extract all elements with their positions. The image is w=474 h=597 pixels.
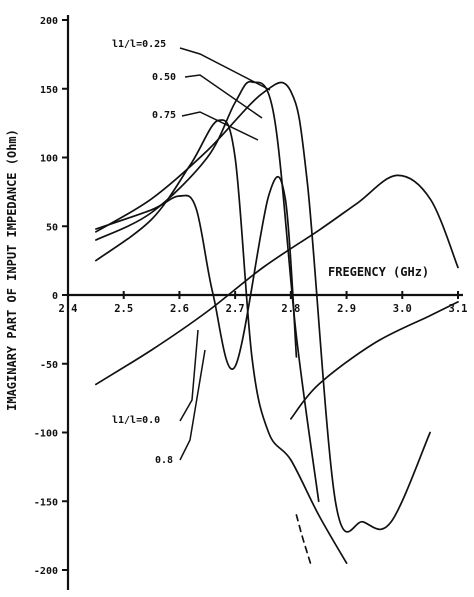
x-tick-label: 2.8: [281, 303, 300, 315]
x-tick-label: 3.1: [449, 303, 468, 315]
x-axis-label: FREGENCY (GHz): [328, 265, 429, 279]
curve-tail-dashed: [295, 514, 312, 564]
annotation-l1-0.25: l1/l=0.25: [112, 39, 166, 50]
x-tick-label: 2.9: [337, 303, 356, 315]
annotation-leaders: [179, 47, 271, 461]
annotation-0.75: 0.75: [152, 110, 176, 121]
x-tick-label: 2.7: [226, 303, 245, 315]
y-tick-label: 200: [40, 16, 58, 27]
x-tick-label: 2.5: [114, 303, 133, 315]
curve-0.75: [95, 119, 348, 564]
curve-l1-0.0: [95, 175, 298, 370]
y-tick-label: 50: [46, 222, 58, 233]
y-tick-label: -200: [34, 566, 58, 577]
curve-0.8: [95, 174, 459, 386]
annotation-0.50: 0.50: [152, 72, 176, 83]
x-tick-label: 2.6: [170, 303, 189, 315]
annotation-leader: [184, 74, 263, 119]
annotation-l1-0.0: l1/l=0.0: [112, 415, 160, 426]
y-tick-label: 100: [40, 154, 58, 165]
axes: [66, 15, 463, 590]
curves: [95, 80, 459, 564]
y-tick-label: -100: [34, 429, 58, 440]
curve-0.50: [95, 80, 320, 503]
annotation-leader: [179, 47, 271, 91]
annotation-leader: [181, 111, 259, 141]
curve-l1-0.25: [95, 81, 431, 533]
annotation-leader: [179, 329, 199, 422]
ticks: 200 150 100 50 0 -50 -100 -150 -200 2.4 2.5 2.6 2.7 2…: [34, 16, 468, 577]
curve-extra: [290, 301, 459, 420]
y-tick-label: 0: [52, 291, 58, 302]
annotation-leader: [179, 349, 206, 461]
annotation-0.8: 0.8: [155, 455, 173, 466]
x-tick-label: 3.0: [393, 303, 412, 315]
y-tick-label: 150: [40, 85, 58, 96]
y-axis-label: IMAGINARY PART OF INPUT IMPEDANCE (Ohm): [5, 129, 19, 411]
y-tick-label: -150: [34, 497, 58, 508]
y-tick-label: -50: [40, 360, 58, 371]
x-tick-label: 2.4: [59, 303, 78, 315]
